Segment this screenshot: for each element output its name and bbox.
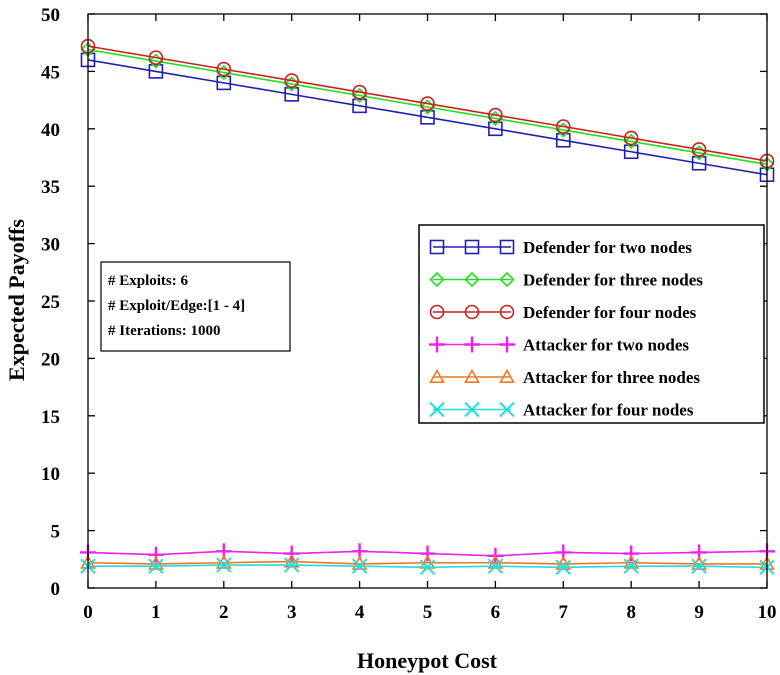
x-tick-label: 6	[491, 602, 501, 623]
legend-marker	[499, 401, 515, 418]
legend-frame	[418, 224, 765, 424]
y-tick-label: 50	[41, 5, 60, 26]
series-line	[87, 560, 767, 565]
x-tick-label: 8	[626, 602, 636, 623]
legend-marker	[429, 239, 445, 255]
legend-label: Attacker for two nodes	[523, 336, 689, 355]
y-axis-title: Expected Payoffs	[4, 219, 29, 381]
legend-marker	[464, 401, 480, 418]
x-axis-title: Honeypot Cost	[357, 648, 498, 673]
x-tick-label: 9	[694, 602, 704, 623]
series-layer	[80, 38, 775, 576]
data-point	[488, 107, 503, 123]
legend-marker	[464, 271, 480, 288]
data-point	[420, 96, 435, 111]
data-point	[487, 558, 504, 574]
x-tick-label: 4	[355, 602, 365, 623]
legend-entry: Attacker for three nodes	[429, 368, 700, 387]
data-point	[352, 84, 367, 100]
series-3	[80, 38, 775, 169]
data-point	[691, 558, 707, 574]
x-tick-label: 1	[151, 602, 161, 623]
series-line	[87, 48, 768, 166]
x-tick-label: 0	[83, 602, 93, 623]
legend-marker	[499, 336, 515, 353]
legend-label: Attacker for three nodes	[523, 368, 700, 387]
legend-entry: Defender for three nodes	[429, 271, 703, 290]
legend-marker	[429, 304, 445, 320]
y-tick-label: 25	[41, 292, 60, 313]
y-tick-label: 15	[41, 407, 60, 428]
y-tick-label: 0	[51, 579, 61, 600]
legend-entry: Defender for two nodes	[429, 238, 692, 257]
data-point	[691, 142, 707, 157]
legend-entry: Attacker for two nodes	[429, 336, 689, 355]
legend-marker	[499, 271, 515, 288]
x-tick-label: 7	[559, 602, 569, 623]
data-point	[148, 558, 164, 574]
legend-entry: Attacker for four nodes	[429, 401, 694, 420]
x-tick-label: 5	[423, 602, 433, 623]
data-point	[623, 558, 639, 574]
data-point	[555, 119, 571, 134]
annotation-box: # Exploits: 6 # Exploit/Edge:[1 - 4] # Ite…	[100, 261, 291, 352]
legend-marker	[464, 368, 480, 384]
series-6	[80, 557, 775, 576]
legend-marker	[464, 239, 480, 255]
series-4	[80, 543, 775, 564]
legend-marker	[464, 304, 480, 320]
y-tick-label: 35	[41, 177, 60, 198]
y-tick-label: 10	[41, 464, 60, 485]
data-point	[147, 546, 164, 563]
x-tick-label: 10	[758, 602, 777, 623]
y-tick-label: 20	[41, 349, 60, 370]
data-point	[623, 545, 640, 562]
legend-marker	[429, 368, 445, 384]
series-line	[87, 45, 768, 162]
data-point	[148, 50, 164, 65]
data-point	[216, 557, 232, 573]
x-tick-label: 3	[287, 602, 297, 623]
legend-marker	[464, 336, 480, 353]
y-tick-label: 40	[41, 120, 60, 141]
legend-marker	[499, 239, 515, 255]
annotation-line: # Exploit/Edge:[1 - 4]	[108, 298, 245, 314]
data-point	[623, 130, 639, 146]
data-point	[351, 558, 368, 574]
legend-label: Defender for three nodes	[523, 271, 703, 290]
legend-marker	[429, 401, 445, 418]
legend-marker	[499, 304, 515, 320]
data-point	[216, 61, 232, 77]
data-point	[283, 557, 300, 573]
legend-marker	[499, 368, 515, 384]
annotation-frame	[100, 261, 291, 352]
legend-marker	[429, 271, 445, 288]
legend-label: Attacker for four nodes	[523, 401, 694, 420]
legend-label: Defender for two nodes	[523, 238, 692, 257]
data-point	[555, 559, 572, 576]
data-point	[419, 545, 436, 562]
y-tick-label: 45	[41, 62, 60, 83]
series-1	[80, 52, 775, 183]
y-tick-label: 5	[51, 522, 61, 543]
legend: Defender for two nodes Defender for three…	[418, 224, 765, 424]
annotation-line: # Iterations: 1000	[108, 323, 221, 339]
data-point	[284, 73, 300, 88]
data-point	[419, 559, 436, 576]
annotation-line: # Exploits: 6	[108, 273, 189, 289]
series-line	[87, 59, 768, 176]
legend-label: Defender for four nodes	[523, 303, 697, 322]
x-tick-label: 2	[219, 602, 229, 623]
y-tick-label: 30	[41, 235, 60, 256]
legend-marker	[429, 336, 445, 353]
legend-entry: Defender for four nodes	[429, 303, 697, 322]
